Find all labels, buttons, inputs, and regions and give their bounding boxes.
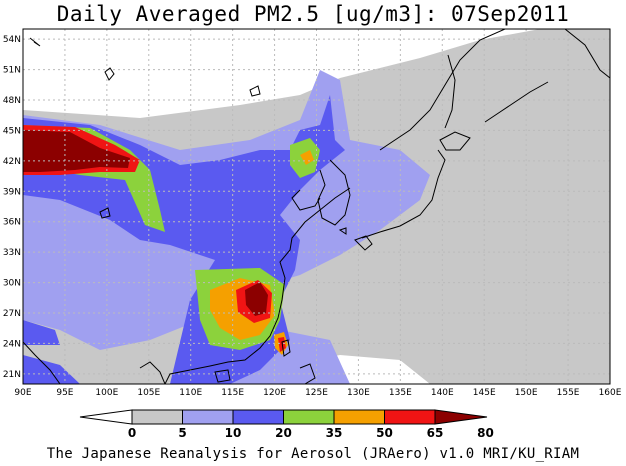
darkred-band-northwest	[23, 130, 130, 172]
lon-tick-label: 105E	[137, 388, 160, 398]
concentration-field	[23, 29, 610, 384]
lat-tick-label: 36N	[3, 218, 21, 228]
lake-balkhash	[29, 37, 41, 47]
lat-tick-label: 51N	[3, 66, 21, 76]
blue-sw	[23, 355, 80, 384]
colorbar-swatch	[283, 409, 335, 425]
indochina-coast	[139, 361, 166, 384]
colorbar-label: 50	[376, 426, 393, 440]
kamchatka-coast	[564, 29, 610, 79]
colorbar-swatch	[182, 409, 234, 425]
colorbar-label: 0	[128, 426, 136, 440]
darkred-core-south	[245, 282, 268, 316]
colorbar-label: 80	[477, 426, 494, 440]
lat-tick-label: 54N	[3, 35, 21, 45]
china-coast	[164, 187, 351, 384]
lon-tick-label: 95E	[56, 388, 73, 398]
lat-tick-label: 24N	[3, 339, 21, 349]
latitude-tick-labels: 21N 24N 27N 30N 33N 36N 39N 42N 45N 48N 51N 54N	[3, 35, 21, 380]
lat-tick-label: 33N	[3, 248, 21, 258]
lat-tick-label: 27N	[3, 309, 21, 319]
colorbar-label: 35	[326, 426, 343, 440]
colorbar-lower-arrow	[79, 409, 133, 425]
lon-tick-label: 130E	[347, 388, 370, 398]
japan-honshu	[361, 149, 446, 239]
lat-tick-label: 21N	[3, 370, 21, 380]
colorbar-label: 5	[178, 426, 186, 440]
colorbar-label: 10	[225, 426, 242, 440]
lake-baikal	[104, 67, 115, 81]
japan-hokkaido	[439, 131, 471, 151]
philippines-luzon	[299, 363, 316, 384]
colorbar-swatch	[232, 409, 284, 425]
lat-tick-label: 48N	[3, 96, 21, 106]
korea-peninsula	[317, 159, 351, 226]
japan-kyushu	[354, 235, 373, 251]
inland-lake-2	[249, 85, 261, 97]
lat-tick-label: 39N	[3, 187, 21, 197]
map-frame	[22, 28, 611, 385]
lat-tick-label: 42N	[3, 157, 21, 167]
bay-of-bengal-coast	[23, 341, 61, 384]
lon-tick-label: 90E	[14, 388, 31, 398]
blue-sw-west	[23, 320, 60, 345]
inland-lake-1	[99, 207, 111, 219]
hainan	[214, 369, 231, 383]
colorbar: 0 5 10 20 35 50 65 80	[79, 409, 494, 440]
lon-tick-label: 100E	[95, 388, 118, 398]
lon-tick-label: 160E	[599, 388, 622, 398]
sakhalin	[444, 54, 456, 129]
taiwan	[281, 339, 291, 357]
colorbar-swatch	[333, 409, 385, 425]
kyushu-islet	[338, 227, 347, 235]
lon-tick-label: 115E	[221, 388, 244, 398]
longitude-tick-labels: 90E 95E 100E 105E 110E 115E 120E 125E 130E 135E 14…	[14, 388, 621, 398]
lon-tick-label: 120E	[263, 388, 286, 398]
credit-line: The Japanese Reanalysis for Aerosol (JRA…	[46, 446, 580, 462]
bohai-coast	[291, 189, 321, 211]
kuril-islands	[484, 81, 549, 123]
colorbar-upper-arrow	[434, 409, 488, 425]
lon-tick-label: 155E	[557, 388, 580, 398]
colorbar-swatch	[384, 409, 436, 425]
lat-tick-label: 45N	[3, 126, 21, 136]
graticule	[23, 29, 610, 384]
lon-tick-label: 145E	[473, 388, 496, 398]
lon-tick-label: 125E	[305, 388, 328, 398]
orange-northeast	[300, 150, 314, 165]
map-title: Daily Averaged PM2.5 [ug/m3]: 07Sep2011	[56, 2, 570, 26]
lat-tick-label: 30N	[3, 279, 21, 289]
lon-tick-label: 110E	[179, 388, 202, 398]
colorbar-label: 65	[427, 426, 444, 440]
lon-tick-label: 150E	[515, 388, 538, 398]
colorbar-label: 20	[275, 426, 292, 440]
lon-tick-label: 140E	[431, 388, 454, 398]
colorbar-swatch	[131, 409, 183, 425]
lon-tick-label: 135E	[389, 388, 412, 398]
coastlines	[23, 29, 610, 384]
russia-coast	[379, 29, 506, 151]
